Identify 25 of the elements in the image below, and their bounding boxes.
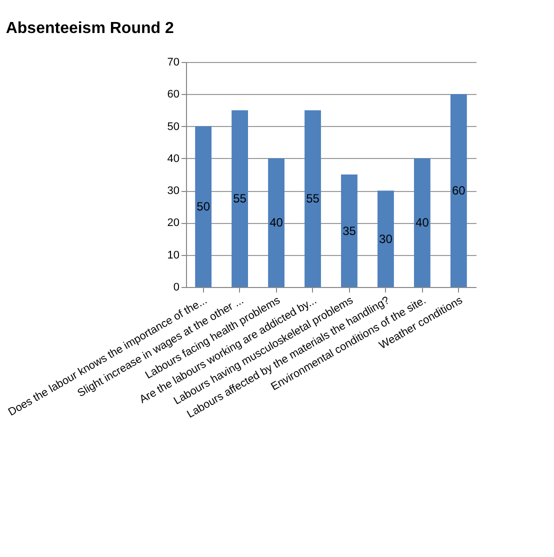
bar bbox=[414, 158, 430, 287]
y-tick-label: 50 bbox=[167, 120, 180, 133]
bar bbox=[378, 190, 394, 287]
data-label: 40 bbox=[416, 216, 430, 230]
data-label: 55 bbox=[306, 192, 320, 206]
bar bbox=[304, 110, 321, 287]
bar bbox=[450, 94, 467, 287]
y-tick-label: 0 bbox=[173, 282, 180, 294]
data-label: 40 bbox=[270, 216, 284, 230]
bar bbox=[341, 174, 358, 287]
y-tick-label: 60 bbox=[167, 88, 180, 101]
data-label: 60 bbox=[452, 184, 466, 198]
bar bbox=[232, 110, 248, 287]
y-tick-label: 30 bbox=[167, 185, 180, 198]
y-tick-label: 10 bbox=[167, 249, 180, 262]
y-tick-label: 70 bbox=[167, 56, 180, 68]
bar bbox=[195, 126, 212, 287]
data-label: 35 bbox=[342, 224, 356, 238]
bar bbox=[268, 158, 284, 287]
chart-title: Absenteeism Round 2 bbox=[6, 20, 174, 37]
data-label: 55 bbox=[233, 192, 247, 206]
data-label: 30 bbox=[379, 232, 393, 246]
y-tick-label: 40 bbox=[167, 152, 180, 165]
y-tick-label: 20 bbox=[167, 217, 180, 230]
data-label: 50 bbox=[196, 200, 210, 214]
